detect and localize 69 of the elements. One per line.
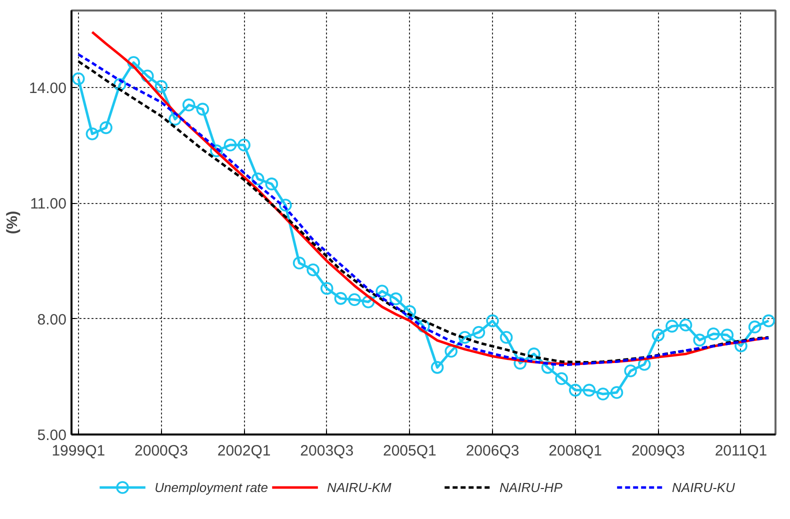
point xyxy=(348,293,361,306)
point xyxy=(555,372,568,385)
x-tick-label: 2003Q3 xyxy=(300,442,354,460)
legend-label: NAIRU-HP xyxy=(500,480,563,495)
point xyxy=(666,320,678,333)
x-tick-label: 2011Q1 xyxy=(714,442,768,460)
point xyxy=(624,364,637,378)
point xyxy=(541,361,554,374)
point xyxy=(403,305,416,318)
point xyxy=(224,138,237,152)
point xyxy=(500,330,513,344)
point xyxy=(528,348,540,360)
point xyxy=(444,344,458,358)
point xyxy=(306,264,320,276)
point xyxy=(265,178,278,190)
point xyxy=(238,138,250,152)
point xyxy=(376,284,388,298)
point xyxy=(154,80,168,93)
y-tick-label: 11.00 xyxy=(30,196,67,213)
point xyxy=(72,72,85,86)
x-tick-label: 2009Q3 xyxy=(631,442,685,460)
point xyxy=(638,358,651,371)
point xyxy=(748,320,762,334)
point xyxy=(251,172,264,186)
point xyxy=(182,98,196,112)
y-tick-label: 14.00 xyxy=(28,80,67,98)
point xyxy=(610,386,624,399)
y-tick-label: 5.00 xyxy=(37,427,67,444)
point xyxy=(706,328,720,340)
x-tick-label: 1999Q1 xyxy=(52,442,106,460)
x-tick-label: 2000Q3 xyxy=(134,442,188,460)
point xyxy=(210,144,223,158)
point xyxy=(514,356,527,370)
point xyxy=(417,320,430,333)
point xyxy=(279,198,292,212)
point xyxy=(762,314,775,328)
point xyxy=(596,388,610,400)
point xyxy=(652,328,665,342)
point xyxy=(292,256,306,270)
point xyxy=(86,127,99,140)
point xyxy=(734,339,748,352)
legend-label: Unemployment rate xyxy=(154,480,268,495)
point xyxy=(693,334,706,346)
point xyxy=(113,78,126,91)
point xyxy=(458,330,472,344)
y-axis-title: (%) xyxy=(4,210,21,234)
point xyxy=(389,292,402,306)
x-tick-label: 2002Q1 xyxy=(217,442,271,460)
point xyxy=(320,282,334,295)
point xyxy=(196,102,210,116)
point xyxy=(582,384,596,397)
point xyxy=(486,314,499,328)
point xyxy=(334,292,348,305)
point xyxy=(362,296,375,308)
point xyxy=(127,56,140,69)
x-tick-label: 2006Q3 xyxy=(466,442,520,460)
point xyxy=(100,121,112,134)
point xyxy=(720,328,734,342)
legend-label: NAIRU-KM xyxy=(327,480,392,495)
point xyxy=(472,326,486,339)
x-tick-label: 2005Q1 xyxy=(383,442,436,460)
legend-label: NAIRU-KU xyxy=(672,480,736,495)
point xyxy=(141,70,154,82)
point xyxy=(679,318,692,332)
point xyxy=(430,361,444,374)
x-tick-label: 2008Q1 xyxy=(548,442,602,460)
point xyxy=(568,384,582,397)
y-tick-label: 8.00 xyxy=(37,311,67,328)
point xyxy=(168,112,182,126)
